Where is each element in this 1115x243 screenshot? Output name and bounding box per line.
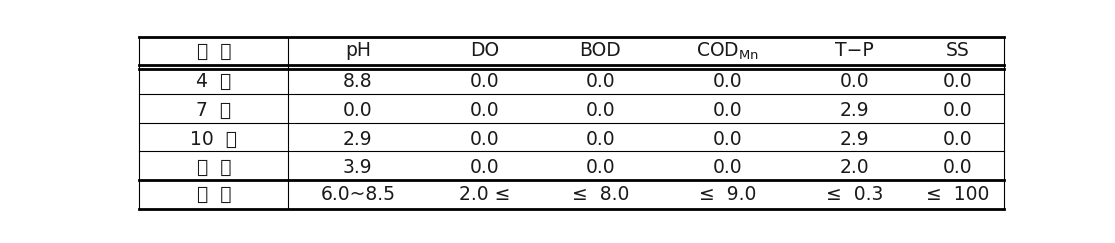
- Text: $\mathregular{COD_{Mn}}$: $\mathregular{COD_{Mn}}$: [696, 40, 759, 62]
- Text: 0.0: 0.0: [585, 130, 615, 149]
- Text: pH: pH: [345, 42, 371, 61]
- Text: 0.0: 0.0: [943, 101, 972, 120]
- Text: 0.0: 0.0: [712, 130, 743, 149]
- Text: 0.0: 0.0: [471, 101, 500, 120]
- Text: 0.0: 0.0: [343, 101, 372, 120]
- Text: 6.0~8.5: 6.0~8.5: [320, 185, 396, 204]
- Text: 2.9: 2.9: [840, 101, 870, 120]
- Text: 기  준: 기 준: [196, 185, 231, 204]
- Text: 시  기: 시 기: [196, 42, 231, 61]
- Text: 7  월: 7 월: [196, 101, 231, 120]
- Text: 0.0: 0.0: [585, 72, 615, 91]
- Text: 2.9: 2.9: [840, 130, 870, 149]
- Text: ≤  9.0: ≤ 9.0: [699, 185, 756, 204]
- Text: 4  월: 4 월: [196, 72, 232, 91]
- Text: 0.0: 0.0: [471, 130, 500, 149]
- Text: 10  월: 10 월: [191, 130, 237, 149]
- Text: 0.0: 0.0: [471, 72, 500, 91]
- Text: 0.0: 0.0: [712, 72, 743, 91]
- Text: 8.8: 8.8: [343, 72, 372, 91]
- Text: BOD: BOD: [580, 42, 621, 61]
- Text: 3.9: 3.9: [343, 158, 372, 177]
- Text: 0.0: 0.0: [840, 72, 870, 91]
- Text: ≤  8.0: ≤ 8.0: [572, 185, 629, 204]
- Text: 0.0: 0.0: [712, 101, 743, 120]
- Text: 0.0: 0.0: [943, 130, 972, 149]
- Text: T−P: T−P: [835, 42, 874, 61]
- Text: 2.0: 2.0: [840, 158, 870, 177]
- Text: 2.0 ≤: 2.0 ≤: [459, 185, 511, 204]
- Text: SS: SS: [946, 42, 970, 61]
- Text: 0.0: 0.0: [585, 101, 615, 120]
- Text: 0.0: 0.0: [943, 72, 972, 91]
- Text: 2.9: 2.9: [343, 130, 372, 149]
- Text: DO: DO: [471, 42, 500, 61]
- Text: ≤  100: ≤ 100: [927, 185, 990, 204]
- Text: ≤  0.3: ≤ 0.3: [826, 185, 883, 204]
- Text: 평  균: 평 균: [196, 158, 231, 177]
- Text: 0.0: 0.0: [943, 158, 972, 177]
- Text: 0.0: 0.0: [471, 158, 500, 177]
- Text: 0.0: 0.0: [585, 158, 615, 177]
- Text: 0.0: 0.0: [712, 158, 743, 177]
